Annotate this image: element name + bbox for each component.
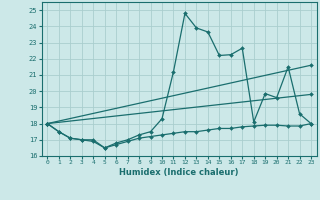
X-axis label: Humidex (Indice chaleur): Humidex (Indice chaleur) bbox=[119, 168, 239, 177]
